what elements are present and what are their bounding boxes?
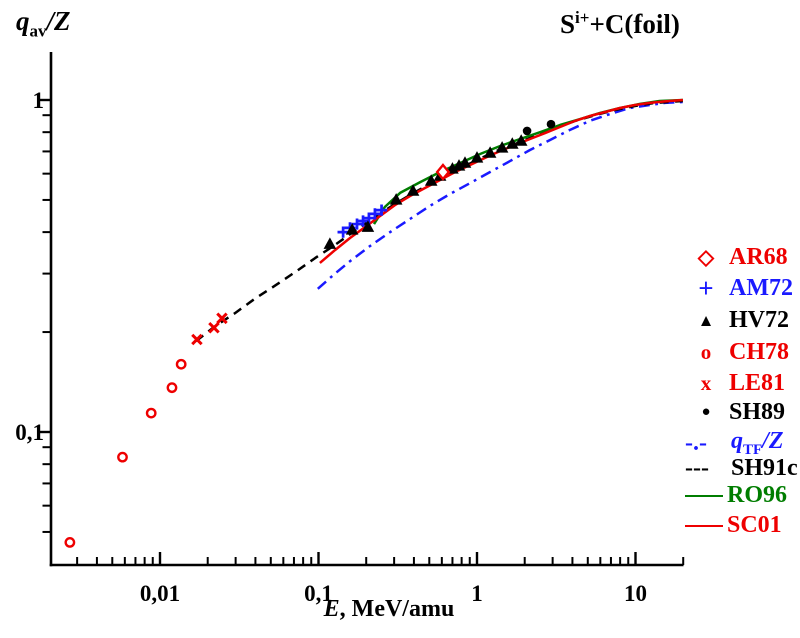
- marker-plus: [363, 212, 375, 224]
- legend-item-hv72: ▲ HV72: [683, 305, 789, 335]
- marker-triangle: [389, 193, 403, 205]
- plus-marker-icon: +: [698, 272, 714, 303]
- marker-plus: [369, 208, 381, 220]
- legend-item-le81: x LE81: [683, 368, 785, 398]
- legend-item-ch78: o CH78: [683, 337, 789, 367]
- legend-label-rest: /Z: [762, 427, 784, 454]
- legend-label: HV72: [729, 306, 789, 333]
- series-le81: [191, 312, 228, 346]
- marker-circle-open: [117, 451, 128, 463]
- chart-title: Si++C(foil): [560, 8, 680, 40]
- x-axis-tick-label: 1: [471, 581, 483, 606]
- marker-triangle: [424, 174, 438, 186]
- marker-plus: [337, 226, 349, 238]
- x-axis-tick-label: 10: [624, 581, 647, 606]
- chart-title-base: S: [560, 9, 576, 39]
- dashdot-line-icon: -.-: [685, 430, 707, 456]
- marker-diamond-open: [435, 163, 451, 181]
- legend-label: LE81: [729, 369, 786, 396]
- series-ch78: [64, 358, 187, 548]
- legend-label-q: q: [731, 427, 743, 454]
- marker-triangle: [483, 146, 497, 158]
- legend-item-sc01: SC01: [683, 510, 782, 540]
- marker-x: [216, 312, 228, 325]
- marker-triangle: [361, 220, 375, 232]
- curve-sc01: [319, 98, 683, 264]
- marker-plus: [375, 204, 388, 216]
- diamond-open-icon: ◇: [697, 244, 715, 269]
- series-am72: [337, 204, 388, 238]
- y-axis-title: qav/Z: [16, 6, 71, 41]
- legend-item-sh89: ● SH89: [683, 397, 785, 427]
- y-axis-tick-label: 1: [33, 88, 45, 113]
- series-sh91c: [195, 99, 683, 342]
- y-axis-title-q: q: [16, 6, 30, 36]
- marker-circle-open: [64, 537, 76, 548]
- solid-line-icon: [685, 525, 723, 527]
- curve-qtfz: [316, 100, 683, 290]
- circle-open-marker-icon: o: [700, 339, 712, 364]
- marker-triangle: [452, 159, 466, 171]
- legend-label: qTF/Z: [731, 428, 784, 459]
- y-axis-title-rest: /Z: [46, 6, 71, 36]
- legend-label: SC01: [727, 511, 782, 538]
- legend-item-ar68: ◇ AR68: [683, 242, 788, 272]
- legend-item-am72: + AM72: [683, 273, 793, 303]
- legend-label: AR68: [729, 243, 788, 270]
- x-axis-title-e: E: [323, 596, 340, 622]
- triangle-marker-icon: ▲: [697, 310, 715, 330]
- series-ar68: [435, 163, 451, 181]
- marker-circle-open: [166, 382, 178, 394]
- legend-item-ro96: RO96: [683, 480, 787, 510]
- marker-triangle: [514, 134, 528, 146]
- marker-circle-open: [175, 358, 187, 370]
- legend-label: SH91c: [731, 454, 798, 481]
- series-hv72: [323, 134, 528, 249]
- marker-triangle: [458, 156, 472, 168]
- legend-label: AM72: [729, 274, 793, 301]
- y-axis-title-sub: av: [29, 21, 47, 41]
- series-qtfz: [316, 100, 683, 290]
- legend-label-sub: TF: [743, 441, 763, 458]
- marker-triangle: [470, 151, 484, 163]
- legend-label: SH89: [729, 398, 786, 425]
- marker-circle-filled: [522, 126, 532, 136]
- legend-label: CH78: [729, 338, 789, 365]
- marker-circle-open: [145, 407, 157, 419]
- marker-triangle: [406, 184, 420, 196]
- legend-item-qtf: -.- qTF/Z: [683, 428, 784, 458]
- marker-circle-filled: [546, 119, 556, 129]
- x-marker-icon: x: [700, 370, 712, 395]
- marker-triangle: [323, 237, 337, 249]
- marker-plus: [357, 215, 369, 227]
- marker-triangle: [495, 141, 509, 153]
- legend-label: RO96: [727, 481, 787, 508]
- series-sh89: [522, 119, 556, 136]
- marker-x: [191, 333, 203, 346]
- series-sc01: [319, 98, 683, 264]
- chart-title-sup: i+: [575, 8, 590, 27]
- x-axis-title: E, MeV/amu: [299, 596, 479, 623]
- series-ro96: [372, 98, 683, 225]
- chart-title-rest: +C(foil): [589, 9, 680, 39]
- x-axis-tick-label: 0,1: [304, 581, 333, 606]
- x-axis-tick-label: 0,01: [140, 581, 180, 606]
- circle-filled-marker-icon: ●: [701, 403, 711, 420]
- marker-triangle: [345, 223, 359, 235]
- curve-sh91c: [195, 99, 683, 342]
- dashed-line-icon: ---: [685, 455, 709, 481]
- solid-line-icon: [685, 495, 723, 497]
- y-axis-tick-label: 0,1: [15, 420, 44, 445]
- marker-triangle: [506, 137, 519, 149]
- marker-x: [208, 322, 220, 334]
- marker-plus: [351, 218, 363, 230]
- legend-item-sh91c: --- SH91c: [683, 453, 798, 483]
- x-axis-title-rest: , MeV/amu: [339, 596, 455, 622]
- curve-ro96: [372, 98, 683, 225]
